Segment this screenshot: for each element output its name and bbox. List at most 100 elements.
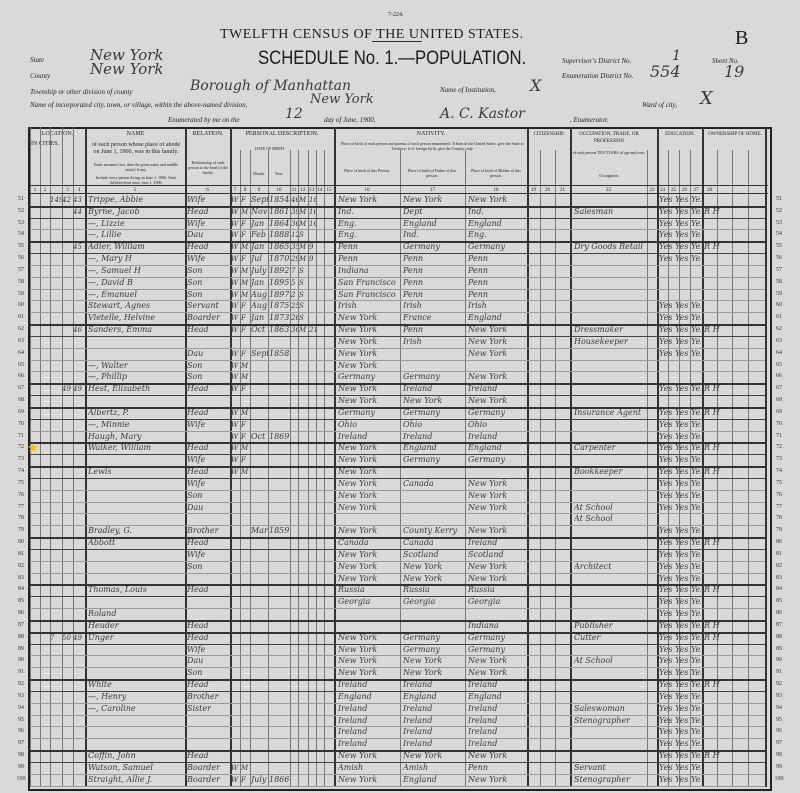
cell-p13: San Francisco: [338, 289, 396, 299]
cell-p13: New York: [338, 313, 378, 323]
column-divider: [690, 150, 691, 787]
cell-color: W: [231, 373, 239, 382]
row-rule: [30, 395, 765, 397]
row-rule: [30, 667, 765, 669]
cell-occ: Stenographer: [574, 774, 630, 784]
header-month: Month.: [253, 171, 265, 176]
cell-family: 49: [73, 385, 82, 394]
cell-name: Bradley, G.: [88, 526, 133, 536]
cell-age: 5: [291, 278, 296, 287]
cell-p14: Irish: [403, 336, 422, 346]
cell-color: W: [231, 278, 239, 287]
cell-year: 1866: [269, 774, 290, 784]
cell-p13: Germany: [338, 372, 375, 382]
header-relation: RELATION.: [192, 131, 224, 137]
cell-p15: Penn: [468, 265, 489, 275]
cell-p15: Ireland: [468, 739, 498, 749]
cell-relation: Brother: [187, 526, 219, 536]
row-number-right: 92: [776, 681, 782, 688]
row-number-right: 74: [776, 468, 782, 475]
column-number: 27: [693, 188, 699, 193]
cell-year: 1859: [269, 526, 290, 536]
supervisor-value: 1: [672, 48, 681, 64]
cell-ed: Yes Yes Yes: [659, 490, 701, 500]
cell-relation: Son: [187, 561, 203, 571]
cell-color: W: [231, 349, 239, 358]
cell-ed: Yes Yes Yes: [659, 620, 701, 630]
cell-sex: F: [241, 420, 246, 429]
cell-occ: Insurance Agent: [574, 407, 642, 417]
cell-ed: Yes Yes Yes: [659, 419, 701, 429]
schedule-letter: B: [735, 27, 749, 49]
enumerated-label: Enumerated by me on the: [168, 116, 240, 124]
cell-relation: Head: [187, 384, 209, 394]
cell-p14: Ireland: [403, 384, 433, 394]
cell-ed: Yes Yes Yes: [659, 561, 701, 571]
cell-month: Nov: [251, 206, 268, 216]
cell-year: 1870: [269, 254, 290, 264]
column-number: 4: [77, 188, 81, 193]
row-rule: [30, 714, 765, 716]
cell-color: W: [231, 775, 239, 784]
row-number-left: 83: [18, 574, 24, 581]
header-year: Year.: [274, 171, 284, 176]
enumeration-value: 554: [650, 62, 681, 81]
cell-relation: Boarder: [187, 774, 220, 784]
institution-label: Name of Institution,: [440, 86, 496, 94]
row-number-right: 95: [776, 716, 782, 723]
cell-p14: Ireland: [403, 715, 433, 725]
cell-name: —, Lizzie: [88, 218, 125, 228]
row-number-right: 78: [776, 515, 782, 522]
cell-month: Mar: [251, 526, 268, 536]
cell-sex: M: [241, 468, 249, 477]
cell-name: —, Caroline: [88, 703, 136, 713]
cell-month: Jan: [251, 313, 265, 323]
cell-month: Aug: [251, 289, 268, 299]
cell-age: 46: [291, 196, 298, 204]
cell-p15: Germany: [468, 242, 505, 252]
cell-own: R H: [704, 384, 720, 394]
row-number-left: 89: [18, 645, 24, 652]
cell-name: —, David B: [88, 277, 133, 287]
cell-color: W: [231, 314, 239, 323]
row-number-left: 79: [18, 527, 24, 534]
cell-p14: Ireland: [403, 727, 433, 737]
cell-relation: Head: [187, 467, 209, 477]
row-rule: [30, 643, 765, 645]
cell-month: Jan: [251, 242, 265, 252]
cell-name: Vietelle, Helvine: [88, 313, 156, 323]
cell-ed: Yes Yes Yes: [659, 431, 701, 441]
cell-ed: Yes Yes Yes: [659, 644, 701, 654]
row-number-right: 86: [776, 610, 782, 617]
cell-name: Albertz, P.: [88, 407, 129, 417]
cell-p15: Penn: [468, 289, 489, 299]
cell-p13: Irish: [338, 301, 357, 311]
city-value: New York: [310, 92, 374, 107]
cell-year: 1865: [269, 242, 290, 252]
cell-p15: New York: [468, 573, 508, 583]
column-number: 12: [300, 188, 306, 193]
cell-name: —, Henry: [88, 691, 127, 701]
cell-relation: Boarder: [187, 762, 220, 772]
row-number-left: 62: [18, 326, 24, 333]
row-rule: [30, 229, 765, 231]
row-number-left: 55: [18, 243, 24, 250]
cell-name: Lewis: [88, 467, 112, 477]
cell-relation: Sister: [187, 703, 211, 713]
row-rule: [30, 300, 765, 302]
cell-p14: Penn: [403, 265, 424, 275]
column-divider: [717, 150, 718, 787]
header-personal: PERSONAL DESCRIPTION.: [245, 131, 319, 137]
cell-name: Thomas, Louis: [88, 585, 147, 595]
cell-occ: Carpenter: [574, 443, 616, 453]
cell-own: R H: [704, 538, 720, 548]
cell-relation: Son: [187, 372, 203, 382]
column-number: 20: [545, 188, 550, 193]
cell-ed: Yes Yes Yes: [659, 609, 701, 619]
column-number: 11: [291, 188, 297, 193]
cell-name: Heuder: [88, 620, 119, 630]
page-title: TWELFTH CENSUS OF THE UNITED STATES.: [220, 27, 524, 42]
cell-name: Byrne, Jacob: [88, 206, 140, 216]
cell-p14: Penn: [403, 277, 424, 287]
cell-p13: New York: [338, 561, 378, 571]
